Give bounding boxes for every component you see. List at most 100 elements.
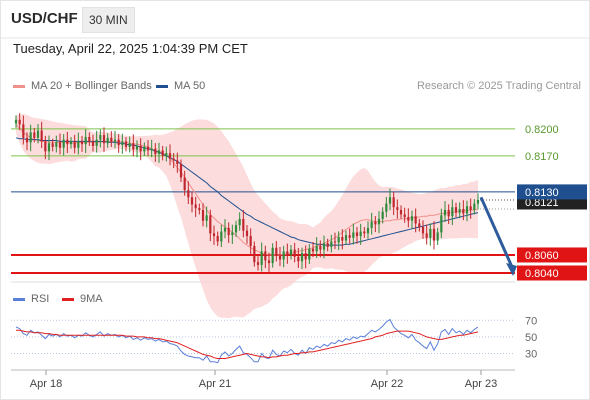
- candle: [385, 196, 388, 218]
- rsi-swatch: [13, 297, 25, 301]
- candle-body: [201, 209, 205, 221]
- candle-body: [172, 158, 175, 161]
- candle-body: [256, 262, 260, 265]
- candle: [168, 144, 172, 166]
- candle: [216, 231, 219, 246]
- candle: [29, 124, 32, 152]
- candle: [333, 232, 337, 250]
- candle-body: [51, 143, 54, 147]
- candle: [425, 224, 428, 245]
- candle-body: [216, 236, 219, 242]
- candle: [289, 245, 293, 260]
- candle-body: [458, 209, 461, 213]
- candle: [399, 205, 403, 219]
- candle: [51, 138, 54, 152]
- legend-9ma-label: 9MA: [80, 293, 103, 305]
- candle-body: [110, 137, 113, 142]
- candle-body: [319, 245, 322, 250]
- candle-body: [341, 236, 344, 241]
- candle-body: [135, 145, 139, 150]
- candle: [84, 129, 87, 153]
- level-tag-0-8060-bg: [517, 247, 587, 263]
- candle-body: [157, 150, 161, 155]
- candle-body: [77, 141, 80, 148]
- candle-body: [29, 132, 32, 143]
- legend-ma20-label: MA 20 + Bollinger Bands: [31, 80, 152, 92]
- candle: [282, 245, 285, 268]
- candle-body: [234, 225, 238, 233]
- candle: [176, 152, 179, 173]
- candle: [286, 243, 289, 264]
- candle: [326, 238, 329, 252]
- candle-body: [161, 150, 164, 156]
- candle: [223, 219, 227, 239]
- candle: [337, 231, 340, 251]
- candle-body: [396, 207, 399, 210]
- candle: [355, 226, 359, 244]
- candle-body: [476, 200, 480, 204]
- candle-body: [425, 233, 428, 238]
- rsi-tick-70: 70: [525, 315, 537, 327]
- candle-body: [150, 148, 153, 151]
- candle: [99, 129, 102, 148]
- candle-body: [421, 227, 425, 234]
- current-price-tag-label: 0.8121: [525, 197, 559, 209]
- candle: [440, 208, 443, 239]
- candle-body: [91, 141, 95, 146]
- candle: [190, 191, 194, 213]
- level-tag-0-8060-label: 0.8060: [525, 250, 559, 262]
- candle: [366, 221, 370, 239]
- candle: [161, 145, 164, 161]
- candle: [231, 224, 234, 244]
- candle-body: [58, 142, 62, 148]
- candle: [271, 243, 274, 268]
- candle-body: [333, 241, 337, 243]
- candle-body: [55, 142, 58, 147]
- candle-body: [249, 236, 252, 246]
- candle-body: [128, 143, 131, 147]
- candle: [102, 127, 106, 153]
- candle-body: [308, 248, 311, 260]
- candle-body: [440, 215, 443, 233]
- candle: [113, 130, 117, 149]
- candle-body: [275, 247, 278, 256]
- candle: [143, 142, 146, 156]
- candle-body: [370, 221, 373, 228]
- candle: [381, 207, 384, 224]
- candle-body: [113, 139, 117, 142]
- candle: [132, 134, 135, 157]
- candle: [205, 206, 208, 228]
- candle-body: [418, 223, 421, 228]
- candle: [212, 225, 216, 245]
- candle: [227, 222, 230, 243]
- timeframe-badge[interactable]: 30 MIN: [82, 7, 135, 33]
- legend-ma50: MA 50: [156, 80, 205, 92]
- candle-body: [352, 232, 355, 238]
- candle-body: [22, 124, 25, 138]
- candle-body: [25, 137, 29, 143]
- candle: [146, 140, 150, 157]
- candle-body: [377, 218, 381, 225]
- candle: [278, 247, 282, 267]
- level-tag-0-8130-bg: [517, 184, 587, 200]
- candle: [198, 203, 201, 215]
- candle: [165, 146, 168, 162]
- candle: [260, 242, 263, 272]
- candle-body: [194, 204, 197, 209]
- candle-body: [183, 177, 186, 191]
- candle-body: [165, 153, 168, 156]
- candle: [25, 132, 29, 151]
- legend-rsi: RSI: [13, 293, 49, 305]
- candle: [33, 127, 36, 143]
- candle-body: [363, 231, 366, 234]
- candle: [363, 227, 366, 238]
- candle-body: [443, 209, 447, 216]
- candle: [220, 224, 223, 248]
- candle: [300, 247, 304, 270]
- candle: [150, 139, 153, 158]
- candle-body: [392, 197, 395, 208]
- candle: [359, 223, 362, 245]
- candle-body: [410, 216, 414, 221]
- candle: [249, 228, 252, 255]
